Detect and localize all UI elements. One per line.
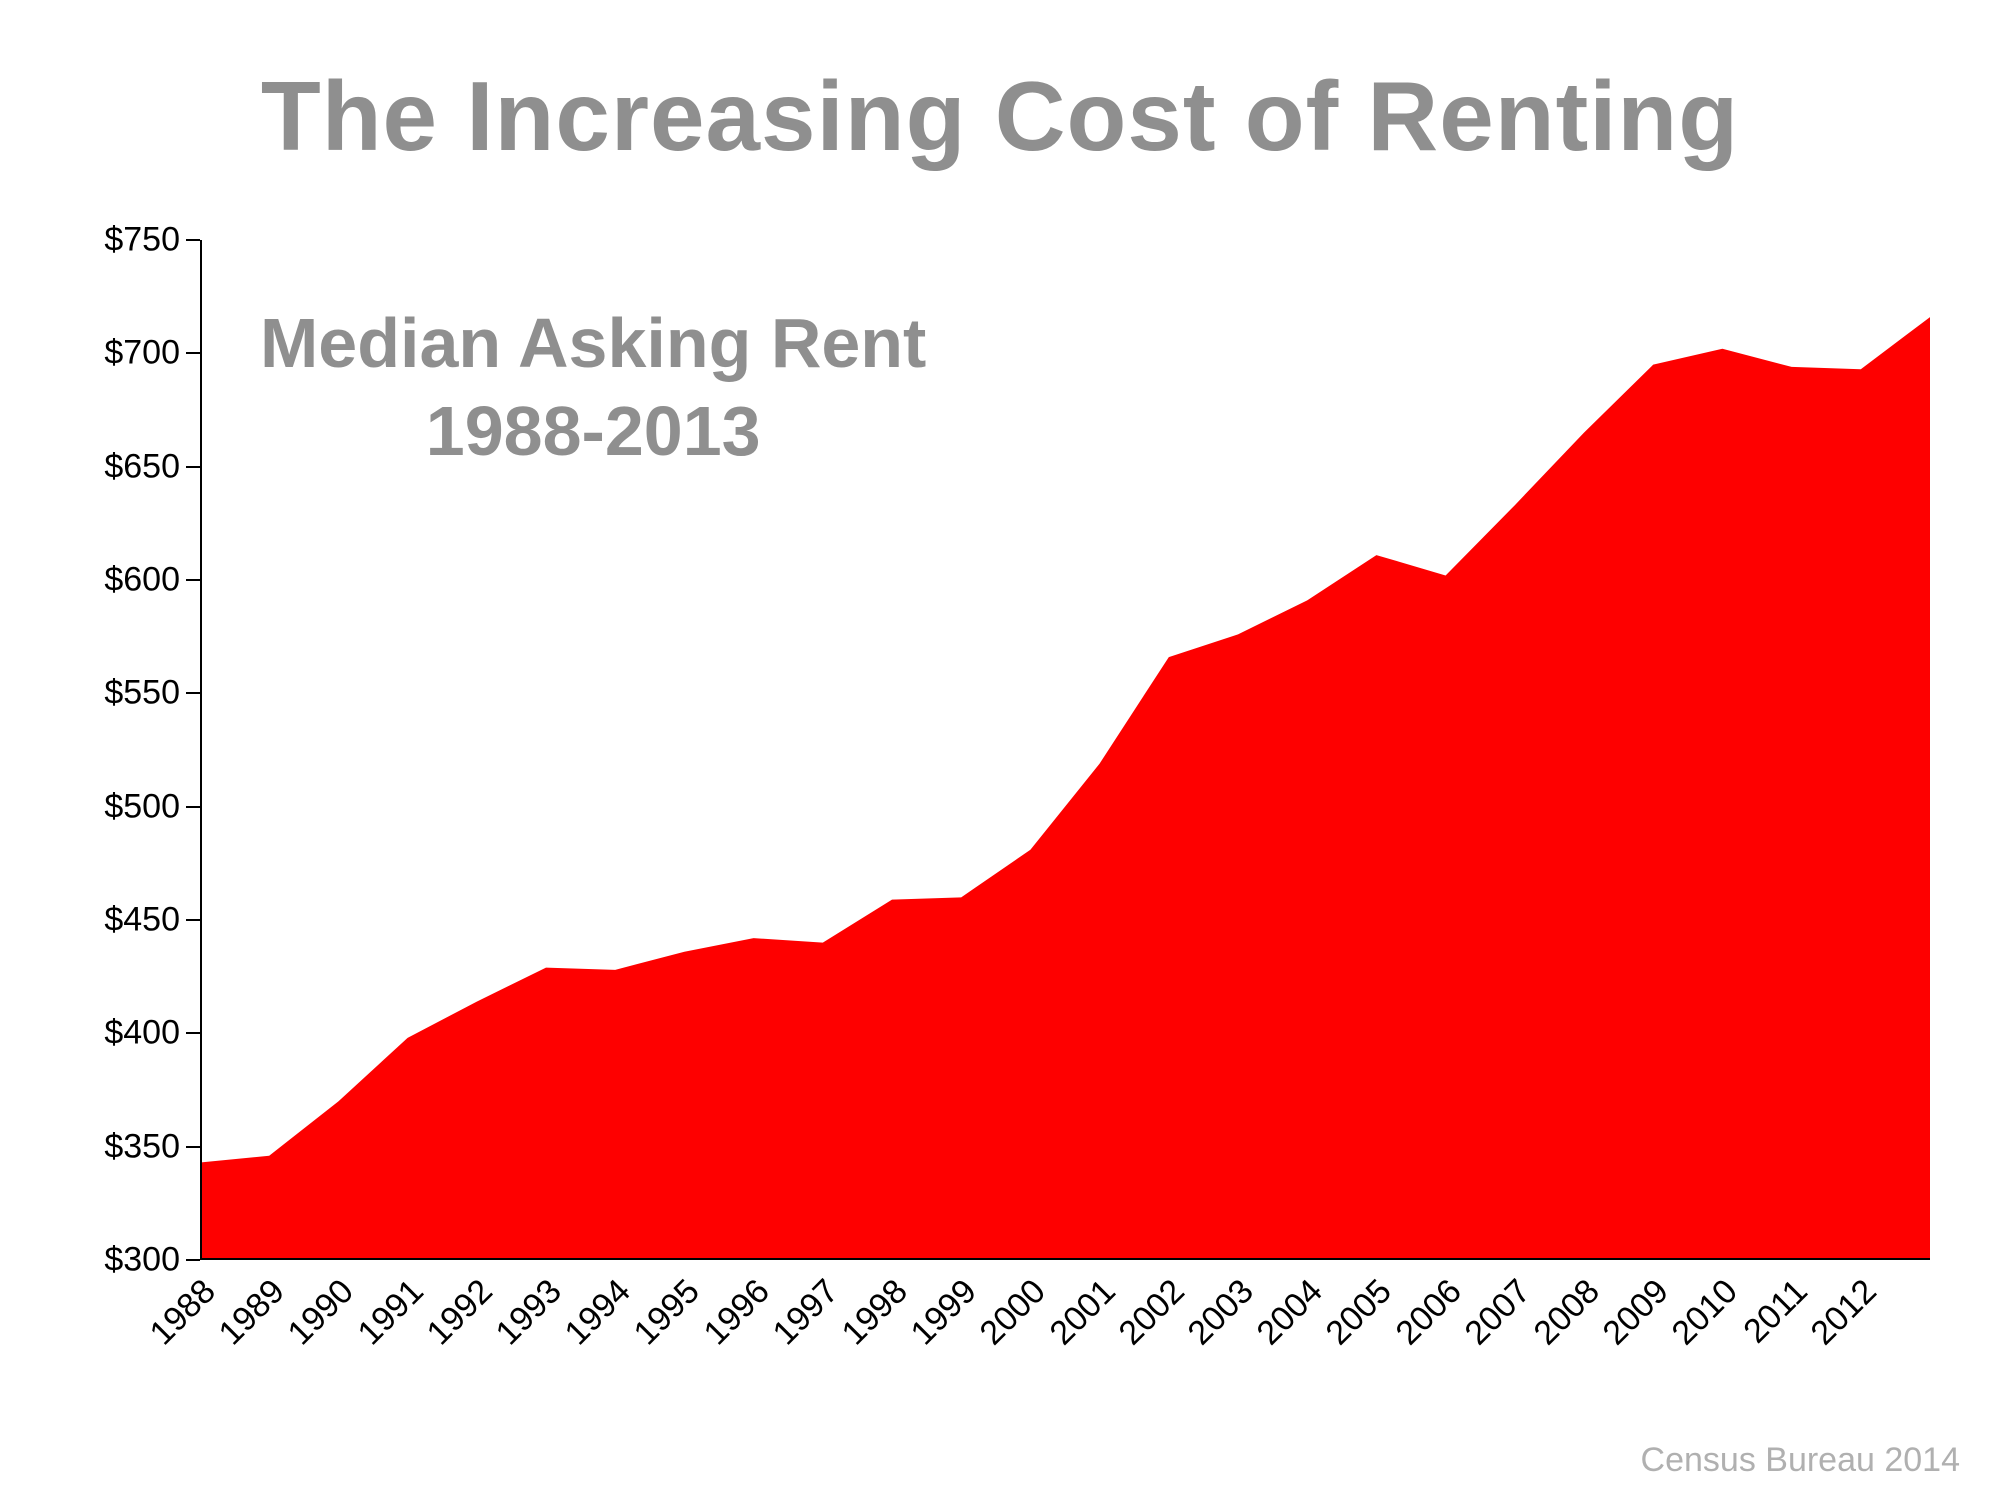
y-axis-label: $550 bbox=[70, 674, 180, 713]
y-tick bbox=[186, 806, 200, 808]
y-axis-label: $750 bbox=[70, 221, 180, 260]
source-attribution: Census Bureau 2014 bbox=[1641, 1441, 1960, 1480]
y-tick bbox=[186, 919, 200, 921]
y-tick bbox=[186, 692, 200, 694]
y-axis-label: $400 bbox=[70, 1014, 180, 1053]
x-axis-label: 2003 bbox=[1181, 1272, 1262, 1353]
y-tick bbox=[186, 466, 200, 468]
y-tick bbox=[186, 1259, 200, 1261]
x-axis-label: 2012 bbox=[1803, 1272, 1884, 1353]
area-series bbox=[200, 317, 1930, 1260]
x-axis-label: 1997 bbox=[765, 1272, 846, 1353]
y-tick bbox=[186, 239, 200, 241]
x-axis-label: 1992 bbox=[419, 1272, 500, 1353]
x-axis-label: 1995 bbox=[627, 1272, 708, 1353]
y-axis-label: $700 bbox=[70, 334, 180, 373]
x-axis-label: 2002 bbox=[1111, 1272, 1192, 1353]
chart-container: $300$350$400$450$500$550$600$650$700$750… bbox=[70, 230, 1940, 1290]
x-axis-label: 2005 bbox=[1319, 1272, 1400, 1353]
y-axis-line bbox=[200, 240, 202, 1260]
x-axis-label: 2009 bbox=[1596, 1272, 1677, 1353]
y-tick bbox=[186, 579, 200, 581]
plot-area: $300$350$400$450$500$550$600$650$700$750… bbox=[200, 240, 1930, 1260]
x-axis-label: 2011 bbox=[1736, 1272, 1815, 1351]
y-tick bbox=[186, 1146, 200, 1148]
page: The Increasing Cost of Renting Median As… bbox=[0, 0, 2000, 1500]
x-axis-label: 1991 bbox=[350, 1272, 431, 1353]
area-chart-svg bbox=[200, 240, 1930, 1260]
x-axis-label: 2004 bbox=[1250, 1272, 1331, 1353]
x-axis-label: 1994 bbox=[558, 1272, 639, 1353]
x-axis-label: 2006 bbox=[1388, 1272, 1469, 1353]
y-tick bbox=[186, 352, 200, 354]
y-tick bbox=[186, 1032, 200, 1034]
x-axis-line bbox=[200, 1258, 1930, 1260]
y-axis-label: $600 bbox=[70, 561, 180, 600]
y-axis-label: $650 bbox=[70, 447, 180, 486]
x-axis-label: 1989 bbox=[212, 1272, 293, 1353]
chart-title: The Increasing Cost of Renting bbox=[0, 60, 2000, 173]
y-axis-label: $450 bbox=[70, 901, 180, 940]
x-axis-label: 1999 bbox=[904, 1272, 985, 1353]
y-axis-label: $300 bbox=[70, 1241, 180, 1280]
x-axis-label: 2001 bbox=[1042, 1272, 1123, 1353]
x-axis-label: 2000 bbox=[973, 1272, 1054, 1353]
y-axis-label: $350 bbox=[70, 1127, 180, 1166]
x-axis-label: 2007 bbox=[1457, 1272, 1538, 1353]
x-axis-label: 1996 bbox=[696, 1272, 777, 1353]
x-axis-label: 1998 bbox=[835, 1272, 916, 1353]
x-axis-label: 1990 bbox=[281, 1272, 362, 1353]
x-axis-label: 1993 bbox=[489, 1272, 570, 1353]
y-axis-label: $500 bbox=[70, 787, 180, 826]
x-axis-label: 2008 bbox=[1527, 1272, 1608, 1353]
x-axis-label: 1988 bbox=[143, 1272, 224, 1353]
x-axis-label: 2010 bbox=[1665, 1272, 1746, 1353]
